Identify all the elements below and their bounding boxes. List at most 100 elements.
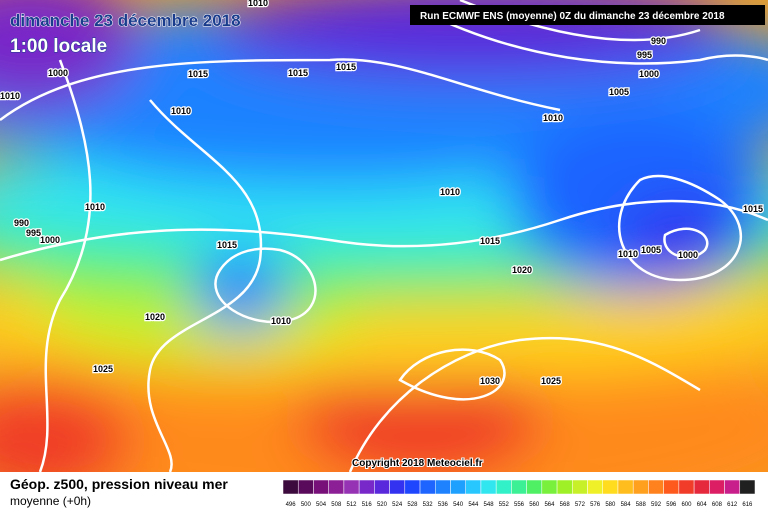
- scale-label: 572: [575, 502, 586, 508]
- scale-label: 524: [392, 502, 403, 508]
- isobar-label: 995: [637, 50, 652, 60]
- isobar-label: 1010: [271, 316, 291, 326]
- scale-label: 588: [636, 502, 647, 508]
- run-info: Run ECMWF ENS (moyenne) 0Z du dimanche 2…: [420, 11, 725, 22]
- scale-label: 600: [681, 502, 692, 508]
- scale-box: [526, 479, 543, 495]
- scale-box: [404, 479, 421, 495]
- isobar-label: 1010: [543, 113, 563, 123]
- isobar-label: 1010: [618, 249, 638, 259]
- isobar-label: 1030: [480, 376, 500, 386]
- scale-box: [648, 479, 664, 495]
- scale-label: 604: [697, 502, 708, 508]
- isobar-label: 1010: [0, 91, 20, 101]
- isobar-label: 990: [651, 36, 666, 46]
- scale-label: 592: [651, 502, 662, 508]
- scale-box: [572, 479, 588, 495]
- scale-label: 564: [544, 502, 555, 508]
- scale-label: 512: [347, 502, 358, 508]
- scale-box: [602, 479, 619, 495]
- isobar-label: 1010: [248, 0, 268, 8]
- legend-subtitle: moyenne (+0h): [10, 494, 91, 508]
- scale-box: [511, 479, 527, 495]
- scale-label: 504: [316, 502, 327, 508]
- scale-label: 528: [407, 502, 418, 508]
- scale-label: 516: [362, 502, 373, 508]
- scale-box: [358, 479, 375, 495]
- scale-box: [328, 479, 345, 495]
- isobar-label: 1015: [480, 236, 500, 246]
- scale-box: [709, 479, 725, 495]
- isobar-label: 1000: [48, 68, 68, 78]
- scale-box: [617, 479, 634, 495]
- scale-box: [450, 479, 466, 495]
- isobar-label: 1015: [217, 240, 237, 250]
- scale-label: 548: [484, 502, 495, 508]
- isobar-label: 1005: [641, 245, 661, 255]
- scale-label: 568: [560, 502, 571, 508]
- isobar-label: 1015: [743, 204, 763, 214]
- isobar-label: 1015: [336, 62, 356, 72]
- scale-label: 532: [423, 502, 434, 508]
- isobar-label: 1005: [609, 87, 629, 97]
- scale-box: [678, 479, 695, 495]
- isobar-label: 1020: [512, 265, 532, 275]
- isobar-label: 990: [14, 218, 29, 228]
- scale-box: [724, 479, 741, 495]
- scale-label: 596: [666, 502, 677, 508]
- run-box: [410, 5, 765, 25]
- scale-box: [587, 479, 603, 495]
- isobar-label: 1020: [145, 312, 165, 322]
- map-date: dimanche 23 décembre 2018: [10, 11, 241, 30]
- isobar-label: 1025: [93, 364, 113, 374]
- isobar-label: 1010: [85, 202, 105, 212]
- isobar-label: 1000: [40, 235, 60, 245]
- isobar-label: 995: [26, 228, 41, 238]
- scale-box: [739, 479, 756, 495]
- scale-box: [495, 479, 512, 495]
- scale-box: [541, 479, 558, 495]
- scale-label: 616: [742, 502, 753, 508]
- scale-label: 536: [438, 502, 449, 508]
- scale-label: 608: [712, 502, 723, 508]
- scale-label: 576: [590, 502, 601, 508]
- scale-label: 584: [621, 502, 632, 508]
- scale-box: [419, 479, 436, 495]
- scale-box: [374, 479, 390, 495]
- scale-box: [297, 479, 314, 495]
- scale-box: [343, 479, 360, 495]
- scale-label: 520: [377, 502, 388, 508]
- scale-label: 580: [605, 502, 616, 508]
- legend-title: Géop. z500, pression niveau mer: [10, 476, 228, 492]
- scale-box: [663, 479, 680, 495]
- scale-label: 508: [331, 502, 342, 508]
- scale-box: [282, 479, 299, 495]
- scale-box: [480, 479, 497, 495]
- scale-label: 544: [468, 502, 479, 508]
- isobar-label: 1010: [171, 106, 191, 116]
- isobar-label: 1015: [288, 68, 308, 78]
- isobar-label: 1000: [678, 250, 698, 260]
- scale-label: 500: [301, 502, 312, 508]
- scale-box: [389, 479, 406, 495]
- isobar-label: 1010: [440, 187, 460, 197]
- scale-label: 556: [514, 502, 525, 508]
- copyright: Copyright 2018 Meteociel.fr: [352, 458, 483, 469]
- scale-box: [632, 479, 649, 495]
- scale-box: [313, 479, 329, 495]
- scale-label: 540: [453, 502, 464, 508]
- scale-label: 496: [286, 502, 297, 508]
- scale-box: [435, 479, 451, 495]
- map-time: 1:00 locale: [10, 36, 107, 57]
- scale-label: 612: [727, 502, 738, 508]
- isobar-label: 1000: [639, 69, 659, 79]
- color-scale: 496 500 504 508 512 516 520 524 528 532 536 540 544 5…: [282, 479, 756, 508]
- scale-box: [556, 479, 573, 495]
- isobar-label: 1025: [541, 376, 561, 386]
- scale-label: 560: [529, 502, 540, 508]
- scale-box: [465, 479, 482, 495]
- scale-box: [693, 479, 710, 495]
